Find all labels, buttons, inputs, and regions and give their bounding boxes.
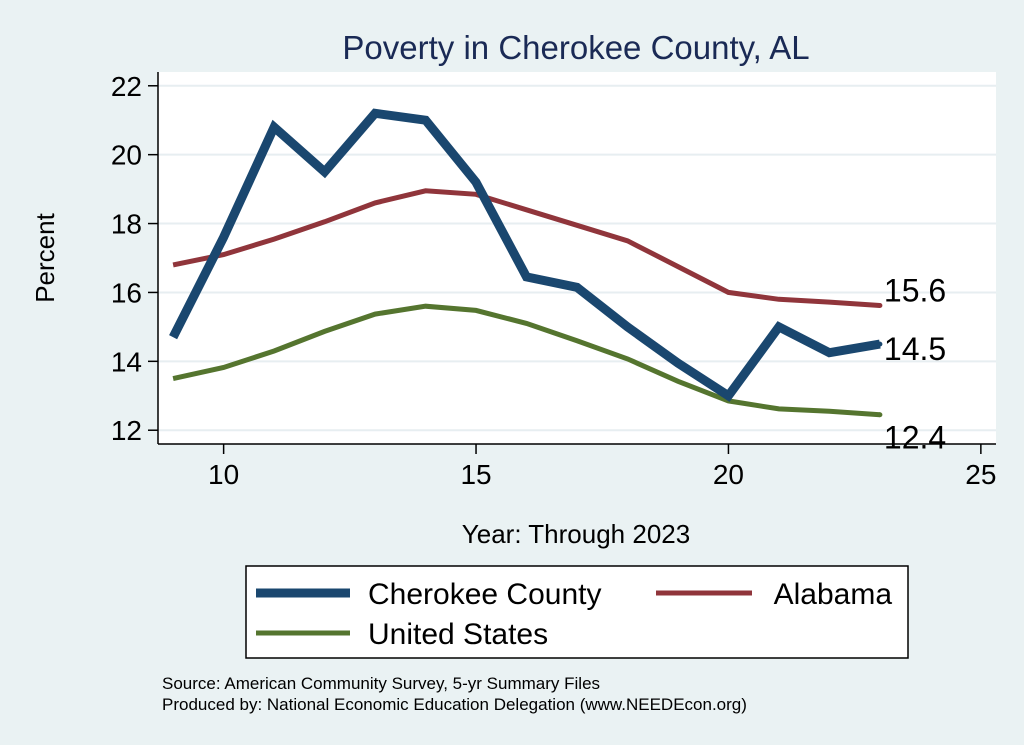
end-label-alabama: 15.6 [884,273,946,309]
series-line-united-states [172,303,881,418]
series-endpoint-cherokee-county [877,341,883,347]
series-endpoint-alabama [877,303,883,309]
legend-label-alabama: Alabama [774,578,893,611]
x-tick-label-15: 15 [460,459,491,490]
y-tick-label-16: 16 [111,277,142,308]
y-axis-title: Percent [30,212,60,302]
legend: Cherokee County Alabama United States [245,565,909,659]
plot-area [158,72,996,444]
legend-label-united-states: United States [368,618,548,651]
end-label-cherokee-county: 14.5 [884,331,946,367]
series-line-alabama [172,188,881,308]
legend-label-cherokee-county: Cherokee County [368,578,601,611]
x-tick-label-25: 25 [965,459,996,490]
chart-title: Poverty in Cherokee County, AL [342,29,809,66]
end-label-united-states: 12.4 [884,420,946,456]
source-note: Source: American Community Survey, 5-yr … [162,674,600,693]
x-tick-label-10: 10 [208,459,239,490]
series-endpoint-united-states [877,412,883,418]
x-tick-label-20: 20 [713,459,744,490]
series-layer [169,108,883,418]
y-tick-label-18: 18 [111,209,142,240]
producer-note: Produced by: National Economic Education… [162,695,747,714]
y-tick-label-14: 14 [111,346,142,377]
series-line-cherokee-county [169,108,881,402]
y-tick-label-22: 22 [111,71,142,102]
legend-box [245,565,909,659]
end-labels: 15.6 14.5 12.4 [884,273,946,456]
axes: 12 14 16 18 20 22 10 15 20 25 [111,71,997,490]
y-tick-label-20: 20 [111,140,142,171]
x-axis-title: Year: Through 2023 [462,519,690,549]
y-tick-label-12: 12 [111,415,142,446]
